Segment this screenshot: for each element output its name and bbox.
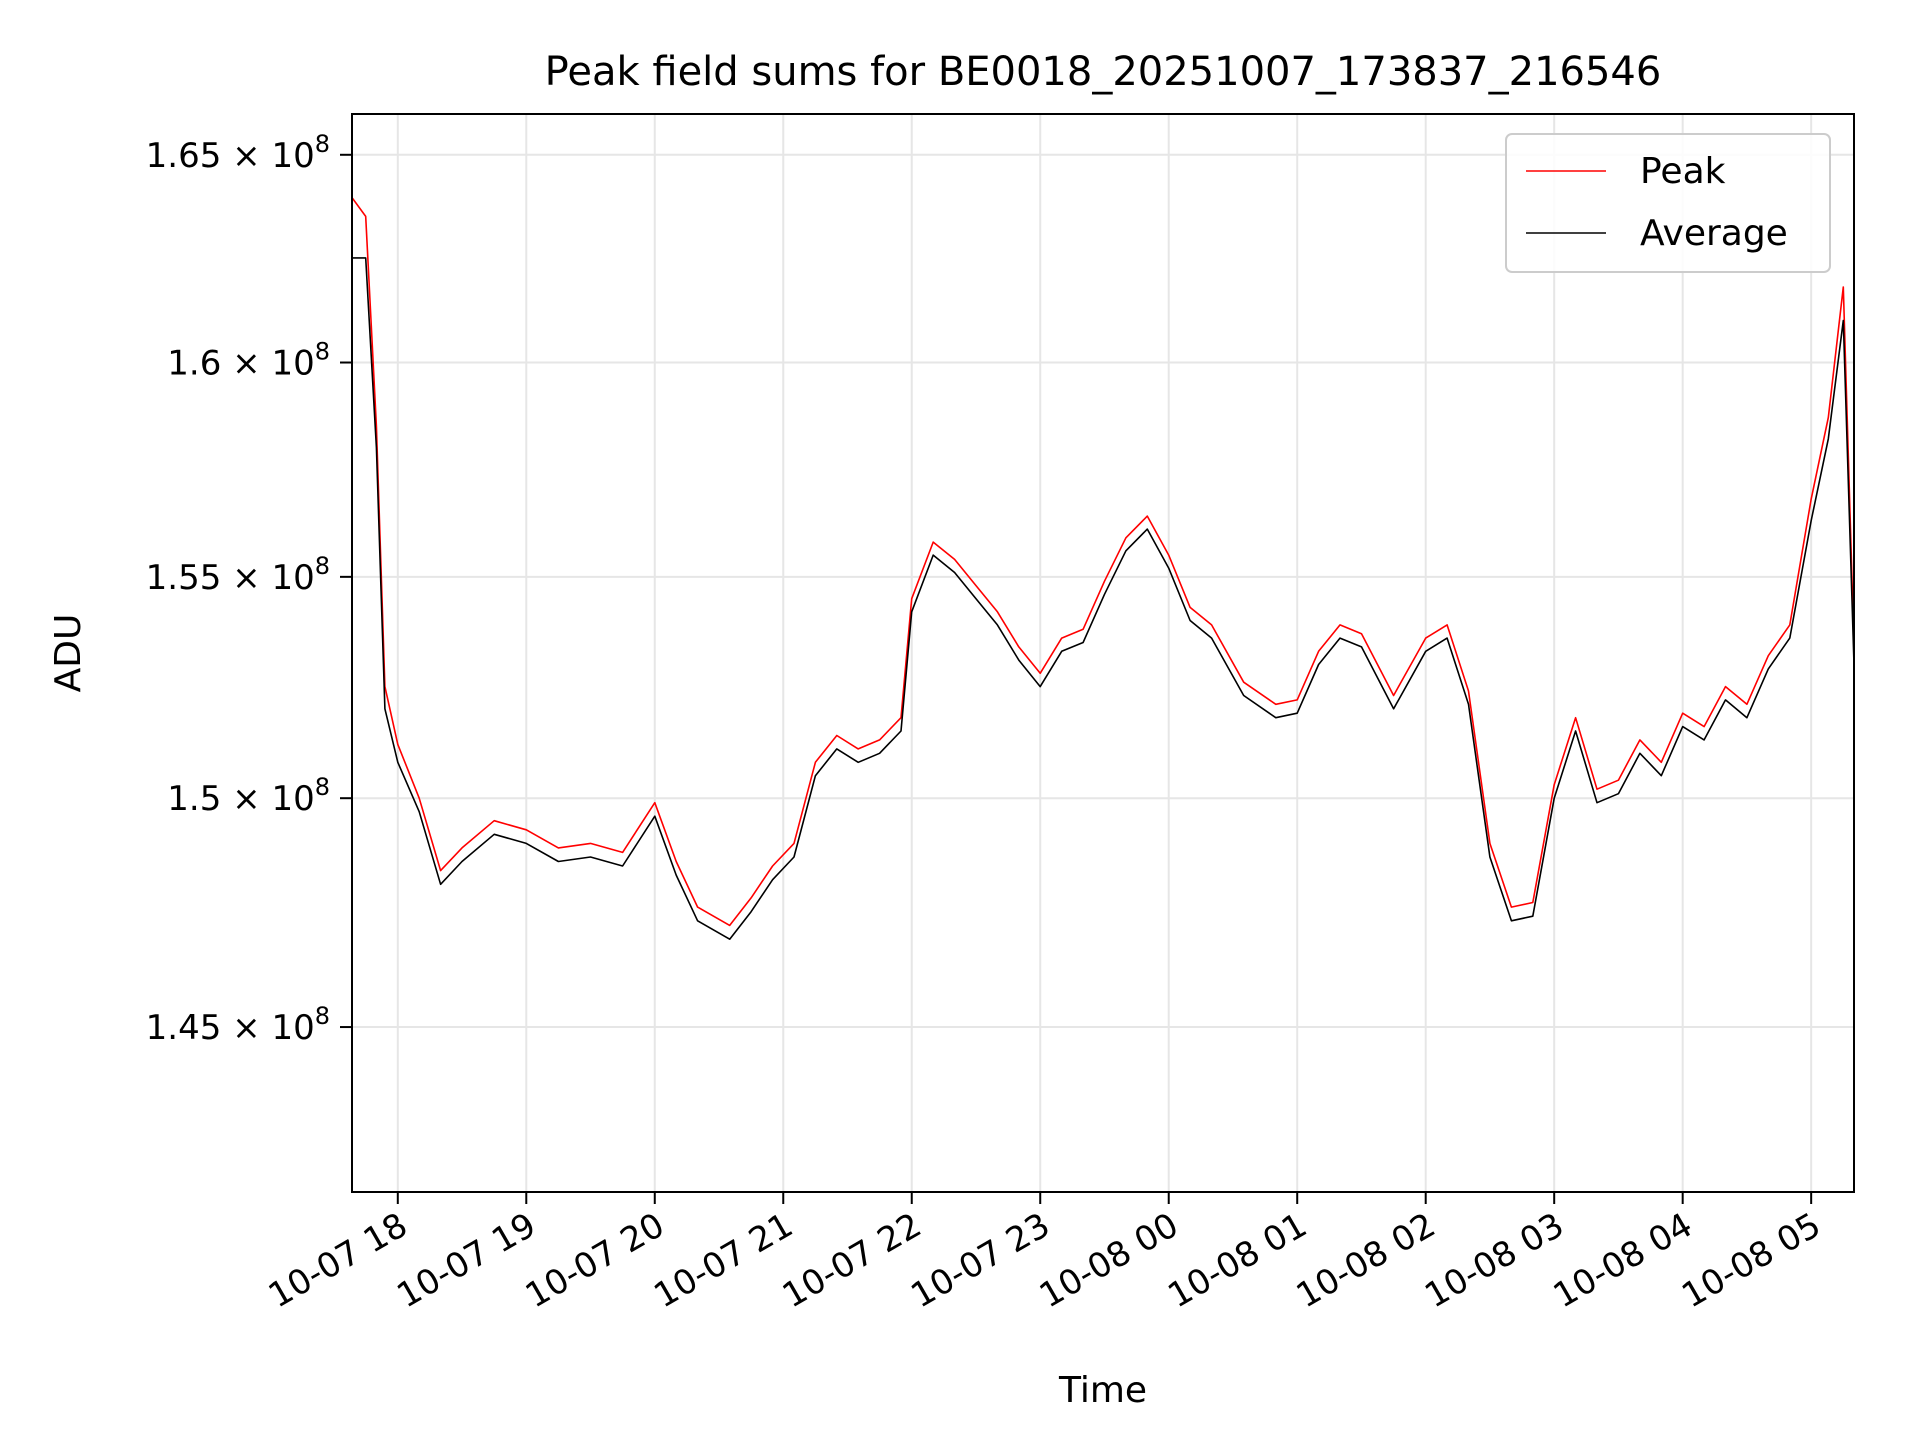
chart-title: Peak field sums for BE0018_20251007_1738… bbox=[545, 49, 1662, 95]
y-tick-label-base: 1.65 × 10 bbox=[146, 136, 315, 176]
y-tick-label-base: 1.6 × 10 bbox=[167, 344, 314, 384]
legend-label-average: Average bbox=[1640, 213, 1788, 254]
y-tick-label: 1.5 × 108 bbox=[167, 773, 330, 819]
y-tick-label-exp: 8 bbox=[315, 773, 330, 801]
y-tick-label-base: 1.5 × 10 bbox=[167, 779, 314, 819]
plot-frame bbox=[351, 113, 1855, 1193]
y-tick-label-exp: 8 bbox=[315, 130, 330, 158]
legend-box bbox=[1505, 133, 1831, 273]
series-layer bbox=[352, 196, 1854, 941]
y-tick-label: 1.65 × 108 bbox=[146, 130, 330, 176]
y-tick-label: 1.55 × 108 bbox=[146, 552, 330, 598]
y-tick-label: 1.6 × 108 bbox=[167, 338, 330, 384]
y-tick-label-base: 1.55 × 10 bbox=[146, 558, 315, 598]
grid bbox=[352, 114, 1854, 1192]
series-average-line bbox=[352, 257, 1854, 941]
y-tick-label-exp: 8 bbox=[315, 552, 330, 580]
y-tick-label-exp: 8 bbox=[315, 338, 330, 366]
series-peak-line bbox=[352, 196, 1854, 927]
y-axis-label: ADU bbox=[48, 614, 89, 693]
legend: Peak Average bbox=[1505, 133, 1831, 273]
y-tick-label-exp: 8 bbox=[315, 1002, 330, 1030]
y-tick-label: 1.45 × 108 bbox=[146, 1002, 330, 1048]
y-tick-label-base: 1.45 × 10 bbox=[146, 1008, 315, 1048]
legend-label-peak: Peak bbox=[1640, 151, 1726, 192]
x-axis-label: Time bbox=[1058, 1370, 1147, 1411]
